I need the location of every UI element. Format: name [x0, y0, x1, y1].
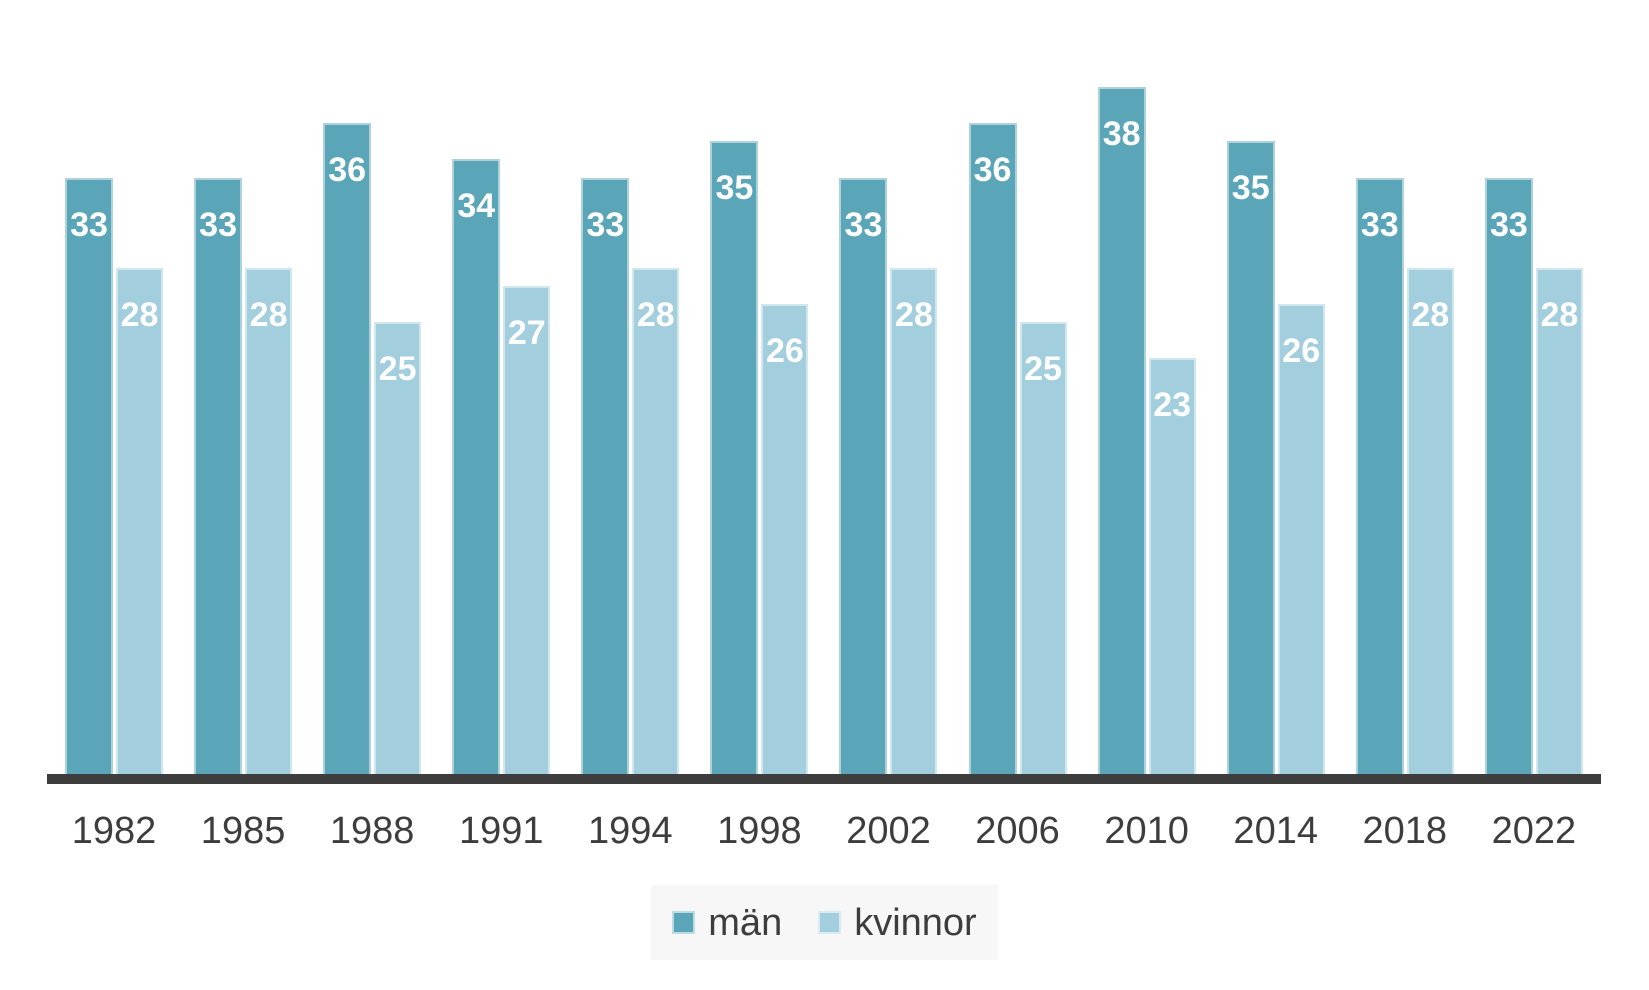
bar-value-label: 25 — [378, 350, 417, 389]
bar-män: 33 — [65, 177, 113, 774]
bar-group: 33 28 1982 — [65, 51, 163, 850]
bar-value-label: 28 — [120, 295, 159, 334]
legend-entry-kvinnor: kvinnor — [818, 904, 977, 942]
bar-kvinnor: 28 — [1535, 267, 1583, 774]
bar-value-label: 33 — [199, 205, 237, 244]
bar-value-label: 23 — [1153, 386, 1192, 425]
bar-group: 36 25 1988 — [323, 51, 422, 850]
bar-value-label: 25 — [1024, 350, 1062, 389]
bar-group: 34 27 1991 — [452, 51, 551, 850]
x-axis-label: 1994 — [588, 810, 673, 852]
bar-value-label: 34 — [457, 187, 496, 226]
bar-value-label: 35 — [1231, 169, 1270, 208]
bar-män: 35 — [1226, 141, 1275, 774]
bar-value-label: 28 — [895, 295, 933, 334]
legend-swatch-icon — [672, 911, 696, 934]
bar-group: 33 28 1985 — [194, 51, 293, 850]
bar-value-label: 36 — [973, 151, 1012, 190]
x-axis-label: 1985 — [200, 810, 286, 852]
bar-män: 33 — [581, 177, 630, 774]
x-axis-line — [47, 774, 1601, 784]
bar-value-label: 27 — [507, 313, 546, 352]
bar-group: 33 28 2018 — [1355, 51, 1454, 850]
bar-value-label: 33 — [1489, 205, 1528, 244]
bar-value-label: 28 — [636, 295, 675, 334]
x-axis-label: 2022 — [1491, 810, 1577, 852]
bar-value-label: 36 — [328, 151, 367, 190]
bar-kvinnor: 28 — [1406, 267, 1454, 774]
x-axis-label: 2018 — [1362, 810, 1448, 852]
legend: män kvinnor — [651, 885, 998, 960]
legend-entry-män: män — [672, 904, 782, 942]
bar-group: 33 28 2022 — [1484, 51, 1583, 850]
bar-kvinnor: 27 — [503, 285, 551, 774]
legend-label: män — [708, 901, 783, 944]
legend-label: kvinnor — [854, 901, 977, 944]
x-axis-label: 1991 — [458, 810, 544, 852]
bar-value-label: 33 — [844, 205, 883, 244]
bar-män: 33 — [1355, 177, 1404, 774]
bar-value-label: 26 — [765, 332, 804, 371]
bar-group: 35 26 1998 — [710, 51, 809, 850]
bar-kvinnor: 28 — [890, 267, 938, 774]
bar-group: 33 28 2002 — [839, 51, 938, 850]
x-axis-label: 1988 — [329, 810, 415, 852]
legend-swatch-icon — [818, 911, 842, 934]
bar-group: 38 23 2010 — [1097, 51, 1196, 850]
bar-män: 36 — [323, 123, 372, 774]
bar-group: 36 25 2006 — [968, 51, 1067, 850]
bar-value-label: 26 — [1282, 332, 1321, 371]
bar-män: 33 — [839, 177, 888, 774]
bar-group: 35 26 2014 — [1226, 51, 1325, 850]
bar-value-label: 33 — [70, 205, 108, 244]
bar-kvinnor: 26 — [1277, 304, 1325, 774]
bar-kvinnor: 26 — [761, 304, 809, 774]
bar-män: 36 — [968, 123, 1017, 774]
bar-kvinnor: 23 — [1148, 358, 1196, 774]
bar-kvinnor: 28 — [116, 267, 163, 774]
bar-kvinnor: 28 — [245, 267, 293, 774]
bar-män: 33 — [194, 177, 243, 774]
bar-män: 35 — [710, 141, 759, 774]
bar-value-label: 28 — [249, 295, 288, 334]
bar-value-label: 33 — [586, 205, 625, 244]
bar-män: 34 — [452, 159, 501, 774]
x-axis-label: 2006 — [975, 810, 1060, 852]
x-axis-label: 2010 — [1104, 810, 1189, 852]
bar-value-label: 33 — [1360, 205, 1399, 244]
x-axis-label: 2002 — [846, 810, 931, 852]
x-axis-label: 2014 — [1233, 810, 1318, 852]
plot-area: 33 28 1982 33 28 1985 36 25 1988 34 27 1991 33 28 1994… — [47, 51, 1601, 850]
bar-kvinnor: 25 — [1019, 322, 1067, 774]
bar-män: 38 — [1097, 87, 1146, 774]
bar-group: 33 28 1994 — [581, 51, 680, 850]
bar-value-label: 35 — [715, 169, 754, 208]
bar-value-label: 38 — [1102, 115, 1141, 154]
bar-kvinnor: 28 — [632, 267, 680, 774]
x-axis-label: 1982 — [71, 810, 157, 852]
bar-value-label: 28 — [1540, 295, 1579, 334]
bar-value-label: 28 — [1411, 295, 1450, 334]
bar-män: 33 — [1484, 177, 1533, 774]
bar-kvinnor: 25 — [374, 322, 422, 774]
x-axis-label: 1998 — [717, 810, 802, 852]
